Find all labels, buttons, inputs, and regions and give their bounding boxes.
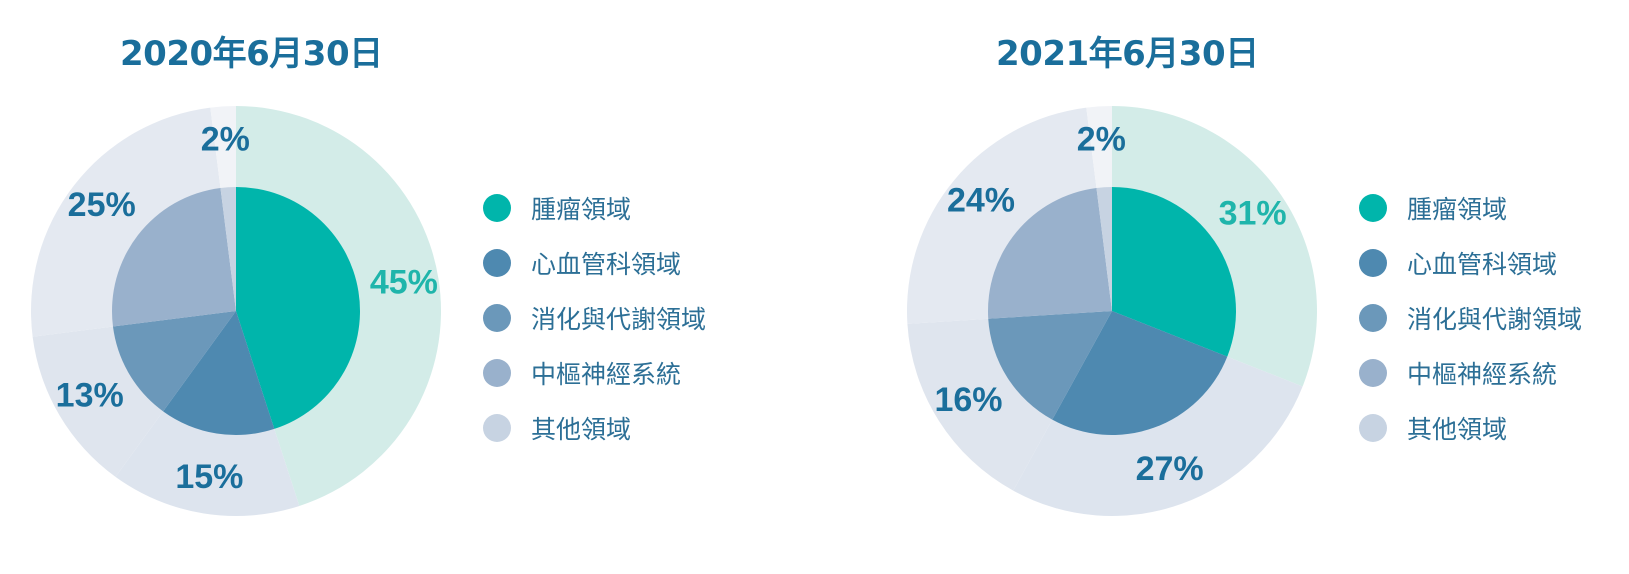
slice-label-cardiovascular: 27% bbox=[1136, 450, 1204, 488]
legend: 腫瘤領域 心血管科領域 消化與代謝領域 中樞神經系統 其他領域 bbox=[483, 180, 706, 455]
legend-item-cardiovascular: 心血管科領域 bbox=[1359, 235, 1582, 290]
pie-chart: 45% 15% 13% 25% 2% bbox=[31, 106, 442, 517]
legend-item-cardiovascular: 心血管科領域 bbox=[483, 235, 706, 290]
legend-label: 消化與代謝領域 bbox=[1407, 304, 1583, 334]
chart-title: 2021年6月30日 bbox=[996, 34, 1259, 74]
legend-swatch-icon bbox=[483, 248, 511, 277]
chart-panel-2021: 2021年6月30日 31% 27% 16% 24% 2% 腫瘤領域 心血管科領域 消化… bbox=[906, 0, 1629, 574]
legend-item-digestive-metabolic: 消化與代謝領域 bbox=[1359, 290, 1582, 345]
legend-label: 中樞神經系統 bbox=[531, 359, 682, 389]
pie-slice-digestive-metabolic bbox=[988, 311, 1112, 420]
pie-slice-cardiovascular bbox=[163, 311, 275, 436]
pie-slice-other bbox=[1096, 187, 1112, 311]
legend-item-oncology: 腫瘤領域 bbox=[483, 180, 706, 235]
legend-label: 其他領域 bbox=[531, 414, 632, 444]
pie-slice-oncology bbox=[236, 187, 360, 429]
slice-label-cns: 24% bbox=[947, 182, 1015, 220]
legend-label: 其他領域 bbox=[1407, 414, 1508, 444]
pie-chart: 31% 27% 16% 24% 2% bbox=[906, 106, 1317, 516]
legend-swatch-icon bbox=[1359, 193, 1387, 222]
slice-label-cns: 25% bbox=[68, 186, 136, 224]
pie-slice-cardiovascular bbox=[1052, 311, 1228, 435]
pie-slice-other bbox=[220, 187, 236, 311]
pie-slice-cns bbox=[987, 187, 1112, 319]
pie-slice-cns bbox=[112, 187, 236, 327]
legend-item-digestive-metabolic: 消化與代謝領域 bbox=[483, 290, 706, 345]
legend-label: 心血管科領域 bbox=[1407, 249, 1558, 279]
legend-swatch-icon bbox=[1359, 413, 1387, 442]
pie-slice-digestive-metabolic bbox=[112, 311, 236, 412]
legend-swatch-icon bbox=[1359, 248, 1387, 277]
legend-item-cns: 中樞神經系統 bbox=[483, 345, 706, 400]
legend-item-other: 其他領域 bbox=[483, 400, 706, 455]
legend-swatch-icon bbox=[483, 358, 511, 387]
legend-label: 消化與代謝領域 bbox=[531, 304, 707, 334]
legend-swatch-icon bbox=[1359, 303, 1387, 332]
legend-swatch-icon bbox=[1359, 358, 1387, 387]
legend: 腫瘤領域 心血管科領域 消化與代謝領域 中樞神經系統 其他領域 bbox=[1359, 180, 1582, 455]
legend-item-cns: 中樞神經系統 bbox=[1359, 345, 1582, 400]
legend-swatch-icon bbox=[483, 413, 511, 442]
slice-label-other: 2% bbox=[201, 120, 250, 158]
chart-title: 2020年6月30日 bbox=[120, 34, 383, 74]
slice-label-other: 2% bbox=[1077, 120, 1126, 158]
slice-label-digestive-metabolic: 16% bbox=[934, 381, 1002, 419]
slice-label-digestive-metabolic: 13% bbox=[56, 376, 124, 414]
legend-item-oncology: 腫瘤領域 bbox=[1359, 180, 1582, 235]
slice-label-cardiovascular: 15% bbox=[175, 458, 243, 496]
legend-item-other: 其他領域 bbox=[1359, 400, 1582, 455]
legend-swatch-icon bbox=[483, 303, 511, 332]
legend-label: 中樞神經系統 bbox=[1407, 359, 1558, 389]
legend-label: 心血管科領域 bbox=[531, 249, 682, 279]
legend-swatch-icon bbox=[483, 193, 511, 222]
slice-label-oncology: 31% bbox=[1219, 194, 1287, 232]
legend-label: 腫瘤領域 bbox=[1407, 194, 1508, 224]
legend-label: 腫瘤領域 bbox=[531, 194, 632, 224]
slice-label-oncology: 45% bbox=[370, 263, 438, 301]
chart-panel-2020: 2020年6月30日 45% 15% 13% 25% 2% 腫瘤領域 心血管科領域 消化… bbox=[30, 0, 830, 574]
pie-slice-oncology bbox=[1112, 187, 1236, 357]
